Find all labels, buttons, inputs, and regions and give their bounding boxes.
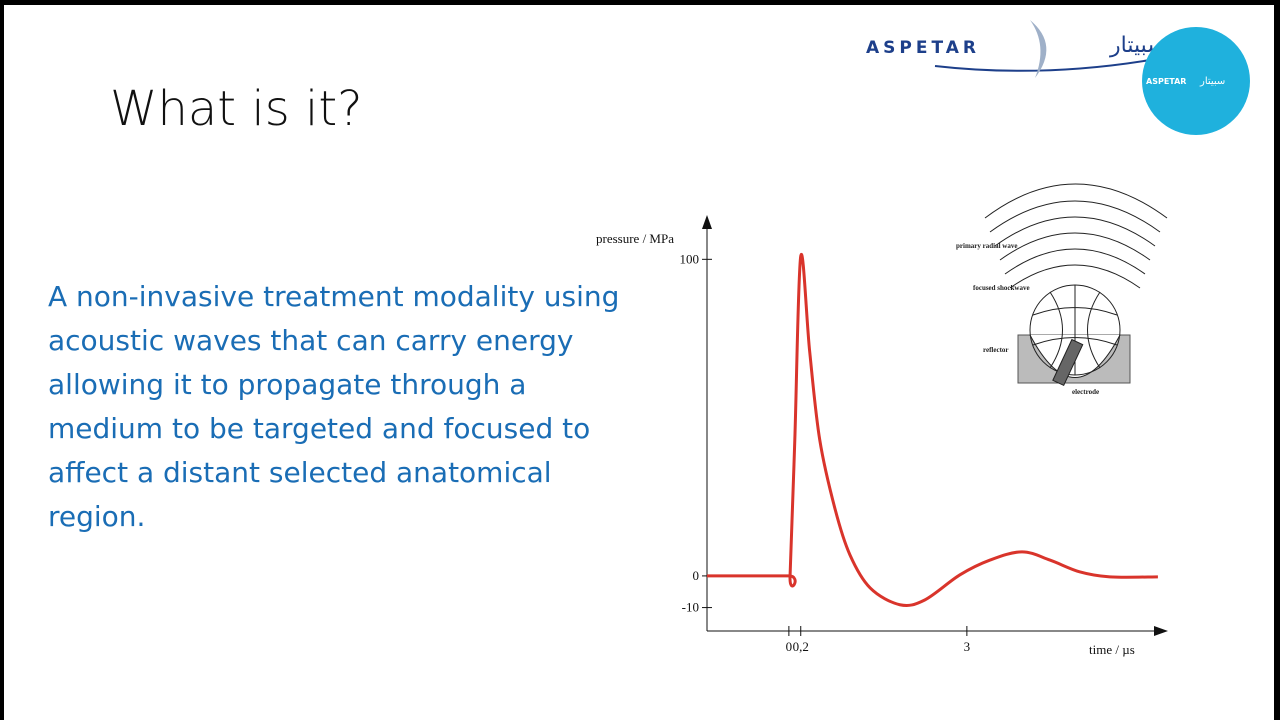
x-axis-label: time / µs [1089,642,1135,657]
diagram-label: primary radial wave [956,242,1017,250]
slide-body: A non-invasive treatment modality using … [48,280,620,533]
diagram-label: electrode [1072,388,1099,396]
x-tick-label: 0,2 [793,639,809,654]
focus-grid [1032,285,1118,375]
pressure-curve [706,252,1158,608]
logo-sail [1030,20,1047,78]
y-tick-label: 100 [680,251,700,266]
y-tick-label: 0 [693,568,700,583]
badge-arabic: سبيتار [1199,76,1225,87]
diagram-label: reflector [983,346,1009,354]
diagram-label: focused shockwave [973,284,1030,292]
y-axis-label: pressure / MPa [596,231,674,246]
x-tick-label: 3 [964,639,971,654]
x-tick-label: 0 [786,639,793,654]
logo-badge [1142,27,1250,135]
logo-swoosh [934,59,1151,72]
x-arrow [1154,626,1168,636]
slide-title: What is it? [110,81,363,137]
logo-name: ASPETAR [866,38,980,58]
electrode-body [1052,338,1084,387]
radial-waves [984,183,1168,289]
y-arrow [702,215,712,229]
shockwave-diagram: primary radial wave focused shockwave re… [956,183,1168,396]
y-tick-label: -10 [682,600,699,615]
badge-name: ASPETAR [1146,77,1186,86]
logo: ASPETAR سبيتار ASPETAR سبيتار [866,20,1250,135]
